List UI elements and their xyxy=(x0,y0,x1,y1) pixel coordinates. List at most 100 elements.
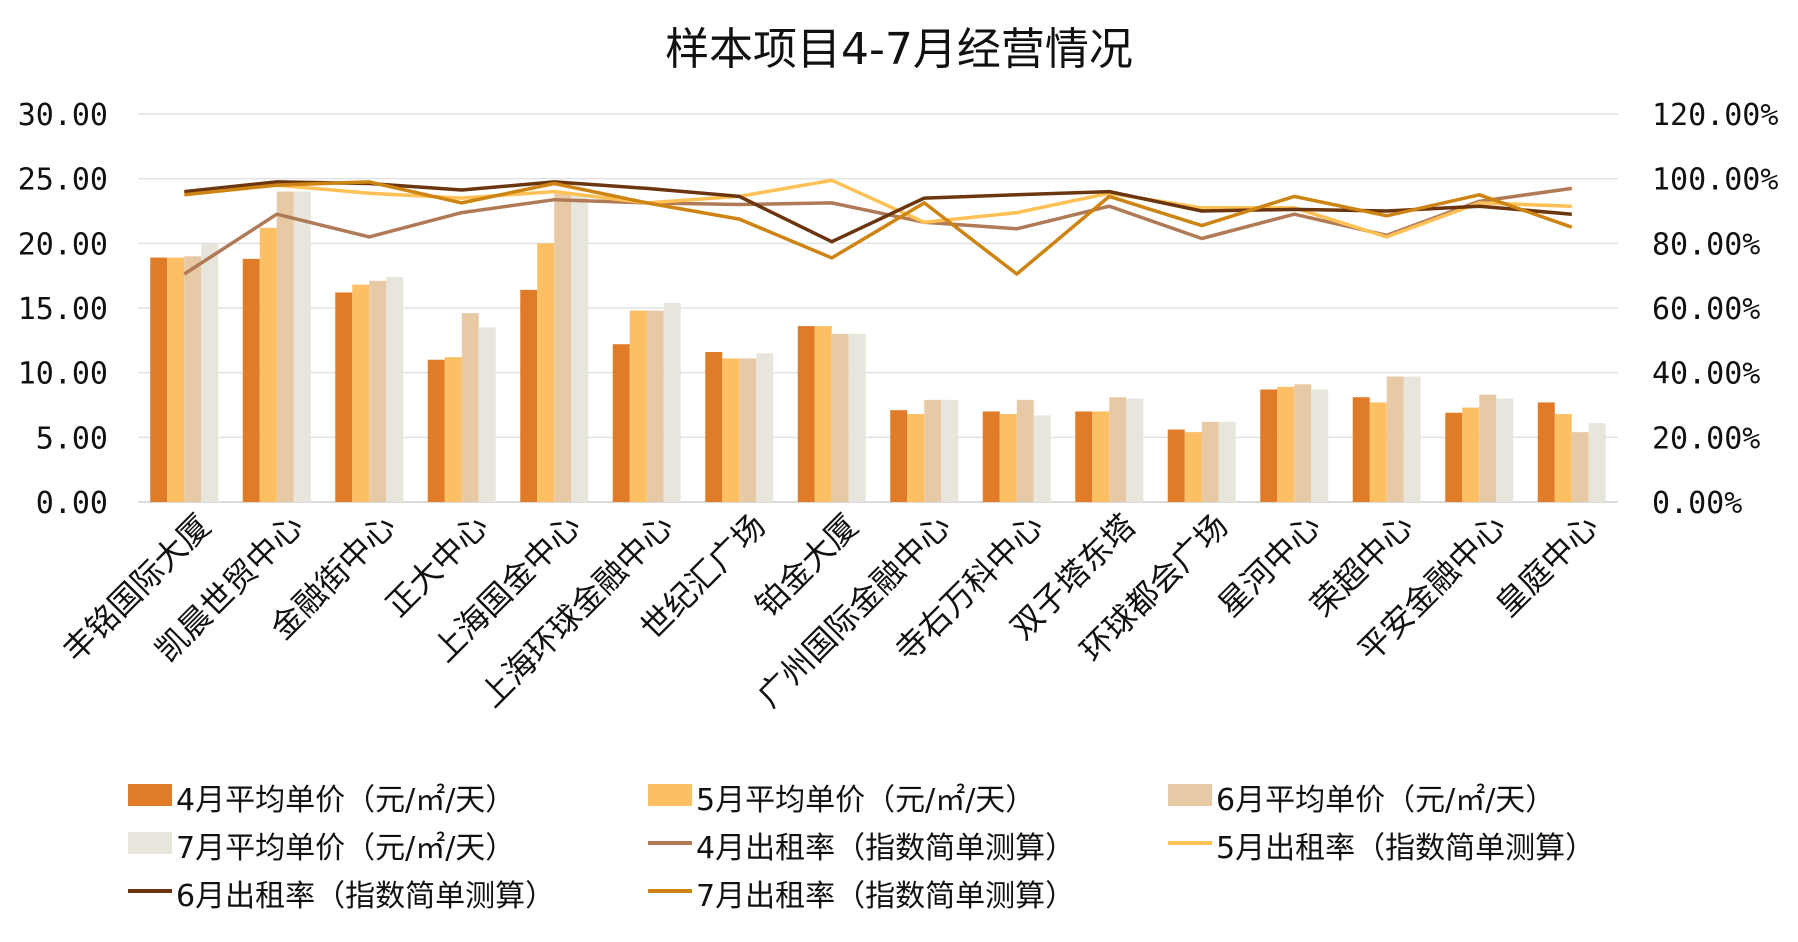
legend-item: 4月出租率（指数简单测算） xyxy=(648,831,1075,866)
occupancy-line-5-month xyxy=(184,178,1572,239)
bar-6-month xyxy=(276,191,294,502)
occupancy-line-7-month xyxy=(184,180,1573,276)
bar-6-month xyxy=(1016,399,1034,502)
legend-swatch xyxy=(1168,784,1212,806)
legend-swatch xyxy=(648,784,692,806)
bar-7-month xyxy=(478,327,496,502)
y-left-tick-label: 30.00 xyxy=(18,98,108,133)
bar-6-month xyxy=(369,280,387,502)
bar-6-month xyxy=(1386,376,1404,502)
legend-item: 7月平均单价（元/㎡/天） xyxy=(128,831,515,866)
bar-7-month xyxy=(1126,398,1144,502)
bar-7-month xyxy=(293,191,311,502)
bar-6-month xyxy=(1479,394,1497,502)
bar-4-month xyxy=(797,326,815,502)
bar-4-month xyxy=(242,258,260,502)
bar-5-month xyxy=(1462,407,1480,502)
line-series-group xyxy=(183,178,1573,276)
bar-7-month xyxy=(941,399,959,502)
category-label: 皇庭中心 xyxy=(1488,507,1605,624)
bar-7-month xyxy=(1588,423,1606,502)
y-right-tick-label: 120.00% xyxy=(1652,98,1778,133)
bar-4-month xyxy=(705,351,723,502)
y-left-tick-label: 15.00 xyxy=(18,292,108,327)
bar-5-month xyxy=(537,243,555,503)
bar-7-month xyxy=(756,353,774,502)
y-left-tick-label: 5.00 xyxy=(36,421,108,456)
legend-label: 7月平均单价（元/㎡/天） xyxy=(176,831,515,866)
bar-4-month xyxy=(982,411,1000,502)
y-right-tick-label: 100.00% xyxy=(1652,163,1778,198)
x-axis-categories: 丰铭国际大厦凯晨世贸中心金融街中心正大中心上海国金中心上海环球金融中心世纪汇广场… xyxy=(55,507,1605,715)
bar-7-month xyxy=(571,194,589,503)
bar-4-month xyxy=(520,289,538,502)
bar-5-month xyxy=(722,358,740,502)
bar-7-month xyxy=(386,276,404,502)
bar-5-month xyxy=(352,284,370,502)
legend-item: 5月出租率（指数简单测算） xyxy=(1168,831,1595,866)
bar-4-month xyxy=(1167,429,1185,502)
bar-7-month xyxy=(1496,398,1514,502)
bar-4-month xyxy=(1260,389,1278,502)
bar-5-month xyxy=(1277,386,1295,502)
y-right-tick-label: 0.00% xyxy=(1652,486,1742,521)
bar-4-month xyxy=(612,344,630,502)
y-right-tick-label: 60.00% xyxy=(1652,292,1760,327)
legend-item: 5月平均单价（元/㎡/天） xyxy=(648,783,1035,818)
legend-label: 4月出租率（指数简单测算） xyxy=(696,831,1075,866)
bar-5-month xyxy=(907,414,925,502)
bar-6-month xyxy=(1109,397,1127,502)
y-left-tick-label: 0.00 xyxy=(36,486,108,521)
y-left-tick-label: 10.00 xyxy=(18,357,108,392)
legend-swatch xyxy=(128,784,172,806)
bar-series-group xyxy=(150,191,1606,503)
bar-5-month xyxy=(1184,432,1202,502)
bar-7-month xyxy=(1311,389,1329,502)
y-axis-right: 0.00% 20.00% 40.00% 60.00% 80.00% 100.00% 120.… xyxy=(1652,98,1778,521)
legend-label: 5月出租率（指数简单测算） xyxy=(1216,831,1595,866)
legend-item: 7月出租率（指数简单测算） xyxy=(648,879,1075,914)
bar-5-month xyxy=(1092,411,1110,502)
bar-7-month xyxy=(201,243,219,503)
occupancy-line-4-month xyxy=(183,186,1573,276)
bar-6-month xyxy=(1571,432,1589,502)
bar-5-month xyxy=(259,227,277,502)
bar-7-month xyxy=(1033,415,1051,502)
bar-4-month xyxy=(1352,397,1370,502)
bar-5-month xyxy=(814,326,832,502)
occupancy-line-6-month xyxy=(184,180,1572,244)
bar-6-month xyxy=(739,358,757,502)
bar-4-month xyxy=(335,292,353,502)
legend-label: 4月平均单价（元/㎡/天） xyxy=(176,783,515,818)
bar-6-month xyxy=(1201,421,1219,502)
bar-6-month xyxy=(461,313,479,502)
bar-5-month xyxy=(629,310,647,502)
bar-6-month xyxy=(184,256,202,502)
bar-6-month xyxy=(554,191,572,502)
legend-label: 6月出租率（指数简单测算） xyxy=(176,879,555,914)
legend-item: 6月出租率（指数简单测算） xyxy=(128,879,555,914)
legend: 4月平均单价（元/㎡/天） 5月平均单价（元/㎡/天） 6月平均单价（元/㎡/天） 7… xyxy=(128,783,1595,914)
bar-7-month xyxy=(848,333,866,502)
legend-item: 6月平均单价（元/㎡/天） xyxy=(1168,783,1555,818)
legend-label: 7月出租率（指数简单测算） xyxy=(696,879,1075,914)
legend-label: 6月平均单价（元/㎡/天） xyxy=(1216,783,1555,818)
bar-6-month xyxy=(924,399,942,502)
bar-5-month xyxy=(999,414,1017,502)
bar-4-month xyxy=(427,359,445,502)
bar-6-month xyxy=(1294,384,1312,502)
y-right-tick-label: 20.00% xyxy=(1652,421,1760,456)
y-axis-left: 0.00 5.00 10.00 15.00 20.00 25.00 30.00 xyxy=(18,98,108,521)
y-left-tick-label: 20.00 xyxy=(18,227,108,262)
bar-4-month xyxy=(1537,402,1555,502)
bar-7-month xyxy=(1218,421,1236,502)
bar-4-month xyxy=(890,410,908,502)
bar-4-month xyxy=(1445,412,1463,502)
y-right-tick-label: 40.00% xyxy=(1652,357,1760,392)
bar-4-month xyxy=(150,257,168,502)
legend-item: 4月平均单价（元/㎡/天） xyxy=(128,783,515,818)
y-left-tick-label: 25.00 xyxy=(18,163,108,198)
bar-5-month xyxy=(444,357,462,502)
legend-swatch xyxy=(128,832,172,854)
